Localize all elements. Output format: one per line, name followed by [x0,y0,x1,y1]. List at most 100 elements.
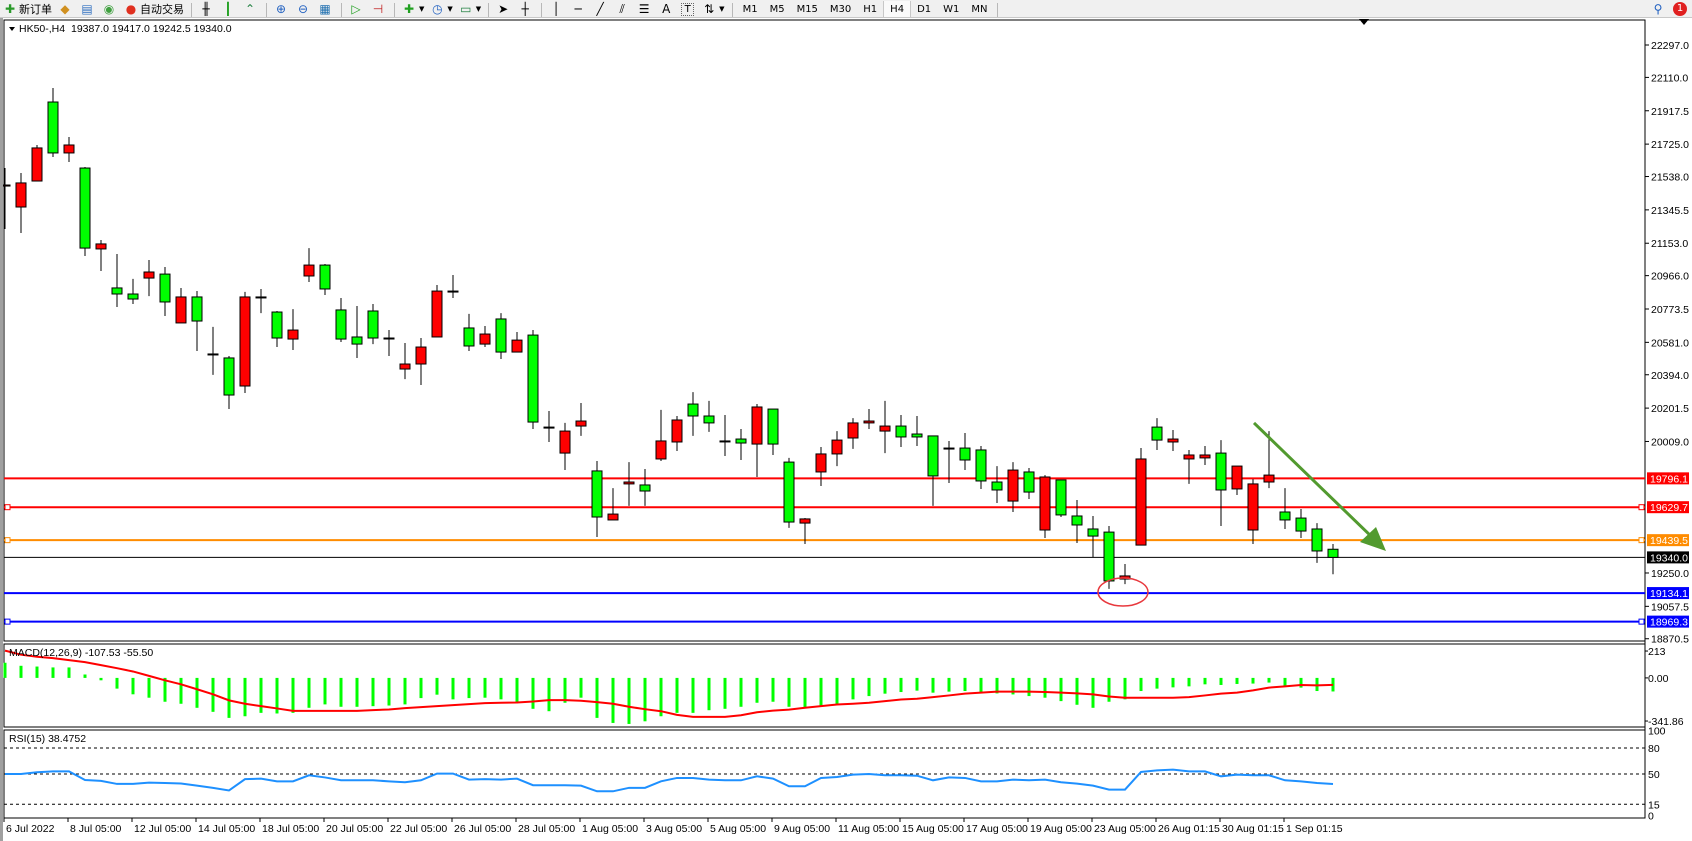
candle-body[interactable] [879,425,891,432]
candle-body[interactable] [863,420,875,424]
crosshair-button[interactable]: ┼ [515,1,537,17]
new-order-button[interactable]: ✚ 新订单 [0,1,55,17]
fibonacci-button[interactable]: ☰ [634,1,656,17]
candle-body[interactable] [127,293,139,300]
chart-menu-triangle-icon[interactable] [9,27,15,31]
candle-body[interactable] [1279,511,1291,521]
candle-body[interactable] [575,420,587,427]
candle-body[interactable] [1263,474,1275,483]
trend-arrow-line[interactable] [1252,421,1378,543]
candle-body[interactable] [655,440,667,460]
candle-body[interactable] [543,426,555,429]
candle-body[interactable] [911,433,923,438]
timeframe-m30[interactable]: M30 [829,3,852,15]
candle-body[interactable] [383,337,395,340]
candle-body[interactable] [431,290,443,338]
candle-body[interactable] [255,296,267,299]
macd-panel[interactable] [3,643,1646,728]
candle-body[interactable] [415,346,427,365]
templates-dropdown[interactable]: ▭ ▼ [456,1,484,17]
candle-body[interactable] [239,296,251,387]
candle-body[interactable] [751,406,763,445]
vertical-line-button[interactable]: │ [546,1,568,17]
candle-body[interactable] [191,296,203,322]
candle-body[interactable] [399,363,411,370]
candle-body[interactable] [783,461,795,523]
timeframe-m5[interactable]: M5 [769,3,785,15]
candle-body[interactable] [63,144,75,154]
candle-body[interactable] [687,403,699,417]
auto-scroll-button[interactable]: ▷ [346,1,368,17]
candle-body[interactable] [1247,483,1259,531]
equidistant-channel-button[interactable]: ⫽ [612,1,634,17]
candle-body[interactable] [495,318,507,353]
history-button[interactable]: ▤ [77,1,99,17]
chart-shift-marker[interactable] [1359,19,1369,25]
timeframe-m15[interactable]: M15 [796,3,818,15]
zoom-in-button[interactable]: ⊕ [271,1,293,17]
bar-chart-button[interactable]: ╫ [196,1,218,17]
timeframe-d1[interactable]: D1 [917,3,932,15]
zoom-out-button[interactable]: ⊖ [293,1,315,17]
candle-body[interactable] [1183,454,1195,460]
candle-body[interactable] [1311,528,1323,552]
timeframe-h1[interactable]: H1 [863,3,878,15]
candle-body[interactable] [1327,548,1339,558]
candlestick-button[interactable]: ┃ [218,1,240,17]
candle-body[interactable] [223,357,235,396]
candle-body[interactable] [559,430,571,454]
horizontal-line-button[interactable]: ─ [568,1,590,17]
periods-dropdown[interactable]: ◷ ▼ [427,1,455,17]
candle-body[interactable] [975,449,987,482]
candle-body[interactable] [1087,528,1099,537]
line-anchor-handle[interactable] [4,537,11,544]
candle-body[interactable] [1071,515,1083,526]
candle-body[interactable] [367,310,379,339]
candle-body[interactable] [1199,454,1211,459]
candle-body[interactable] [719,440,731,443]
timeframe-mn[interactable]: MN [971,3,988,15]
candle-body[interactable] [159,273,171,303]
candle-body[interactable] [927,435,939,477]
candle-body[interactable] [1023,471,1035,493]
candle-body[interactable] [271,311,283,339]
signals-button[interactable]: ◉ [99,1,121,17]
candle-body[interactable] [447,290,459,293]
text-button[interactable]: A [656,1,678,17]
cursor-button[interactable]: ➤ [493,1,515,17]
rsi-panel[interactable] [3,729,1646,819]
candle-body[interactable] [319,264,331,290]
candle-body[interactable] [31,147,43,182]
candle-body[interactable] [1007,469,1019,502]
candle-body[interactable] [1151,426,1163,441]
candle-body[interactable] [623,481,635,485]
arrows-dropdown[interactable]: ⇅ ▼ [699,1,727,17]
indicators-dropdown[interactable]: ✚ ▼ [399,1,427,17]
line-anchor-handle[interactable] [1638,537,1645,544]
candle-body[interactable] [207,353,219,356]
candle-body[interactable] [95,243,107,250]
candle-body[interactable] [1039,476,1051,531]
text-label-button[interactable]: T [678,1,699,17]
candle-body[interactable] [703,415,715,424]
trendline-button[interactable]: ╱ [590,1,612,17]
candle-body[interactable] [303,264,315,277]
candle-body[interactable] [79,167,91,249]
candle-body[interactable] [799,518,811,524]
candle-body[interactable] [943,447,955,450]
gold-button[interactable]: ◆ [55,1,77,17]
auto-trading-button[interactable]: ● 自动交易 [121,1,187,17]
candle-body[interactable] [1215,452,1227,491]
line-anchor-handle[interactable] [4,618,11,625]
candle-body[interactable] [335,309,347,340]
candle-body[interactable] [639,484,651,492]
candle-body[interactable] [143,271,155,279]
notification-button[interactable]: 1 [1670,1,1692,17]
candle-body[interactable] [1231,465,1243,490]
candle-body[interactable] [351,336,363,345]
highlight-ellipse[interactable] [1097,577,1149,607]
candle-body[interactable] [0,184,11,187]
line-chart-button[interactable]: ⌃ [240,1,262,17]
candle-body[interactable] [1103,531,1115,582]
